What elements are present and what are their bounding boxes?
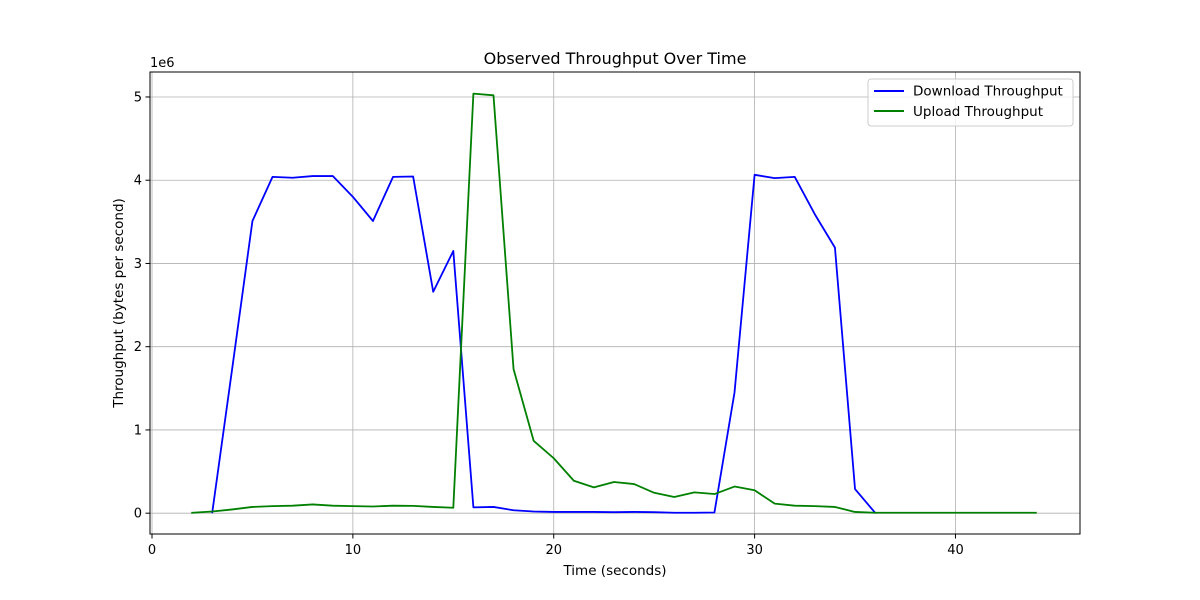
- series-line-download-throughput: [211, 173, 877, 515]
- y-tick-label: 4: [134, 174, 142, 189]
- plot-area-frame: [149, 71, 1081, 535]
- y-tick-label: 3: [134, 257, 142, 272]
- x-tick-label: 30: [746, 543, 763, 558]
- y-tick-label: 0: [134, 507, 142, 522]
- y-tick-label: 1: [134, 423, 142, 438]
- x-tick-label: 10: [345, 543, 362, 558]
- legend-label-upload: Upload Throughput: [913, 104, 1043, 120]
- legend-box: [867, 78, 1074, 127]
- axis-ticks: 0 10 20 30 40 0 1 2 3 4 5: [134, 90, 964, 558]
- x-tick-label: 40: [947, 543, 964, 558]
- legend-label-download: Download Throughput: [913, 84, 1063, 100]
- chart-title: Observed Throughput Over Time: [484, 49, 747, 68]
- y-axis-offset-text: 1e6: [150, 56, 175, 71]
- series-line-upload-throughput: [191, 92, 1037, 514]
- x-axis-label: Time (seconds): [562, 563, 666, 579]
- x-tick-label: 20: [545, 543, 562, 558]
- y-tick-label: 2: [134, 340, 142, 355]
- series-lines: [191, 92, 1037, 515]
- x-tick-label: 0: [148, 543, 156, 558]
- plot-area-background: [150, 72, 1080, 534]
- legend: Download Throughput Upload Throughput: [867, 78, 1074, 127]
- y-tick-label: 5: [134, 90, 142, 105]
- y-axis-label: Throughput (bytes per second): [111, 198, 127, 409]
